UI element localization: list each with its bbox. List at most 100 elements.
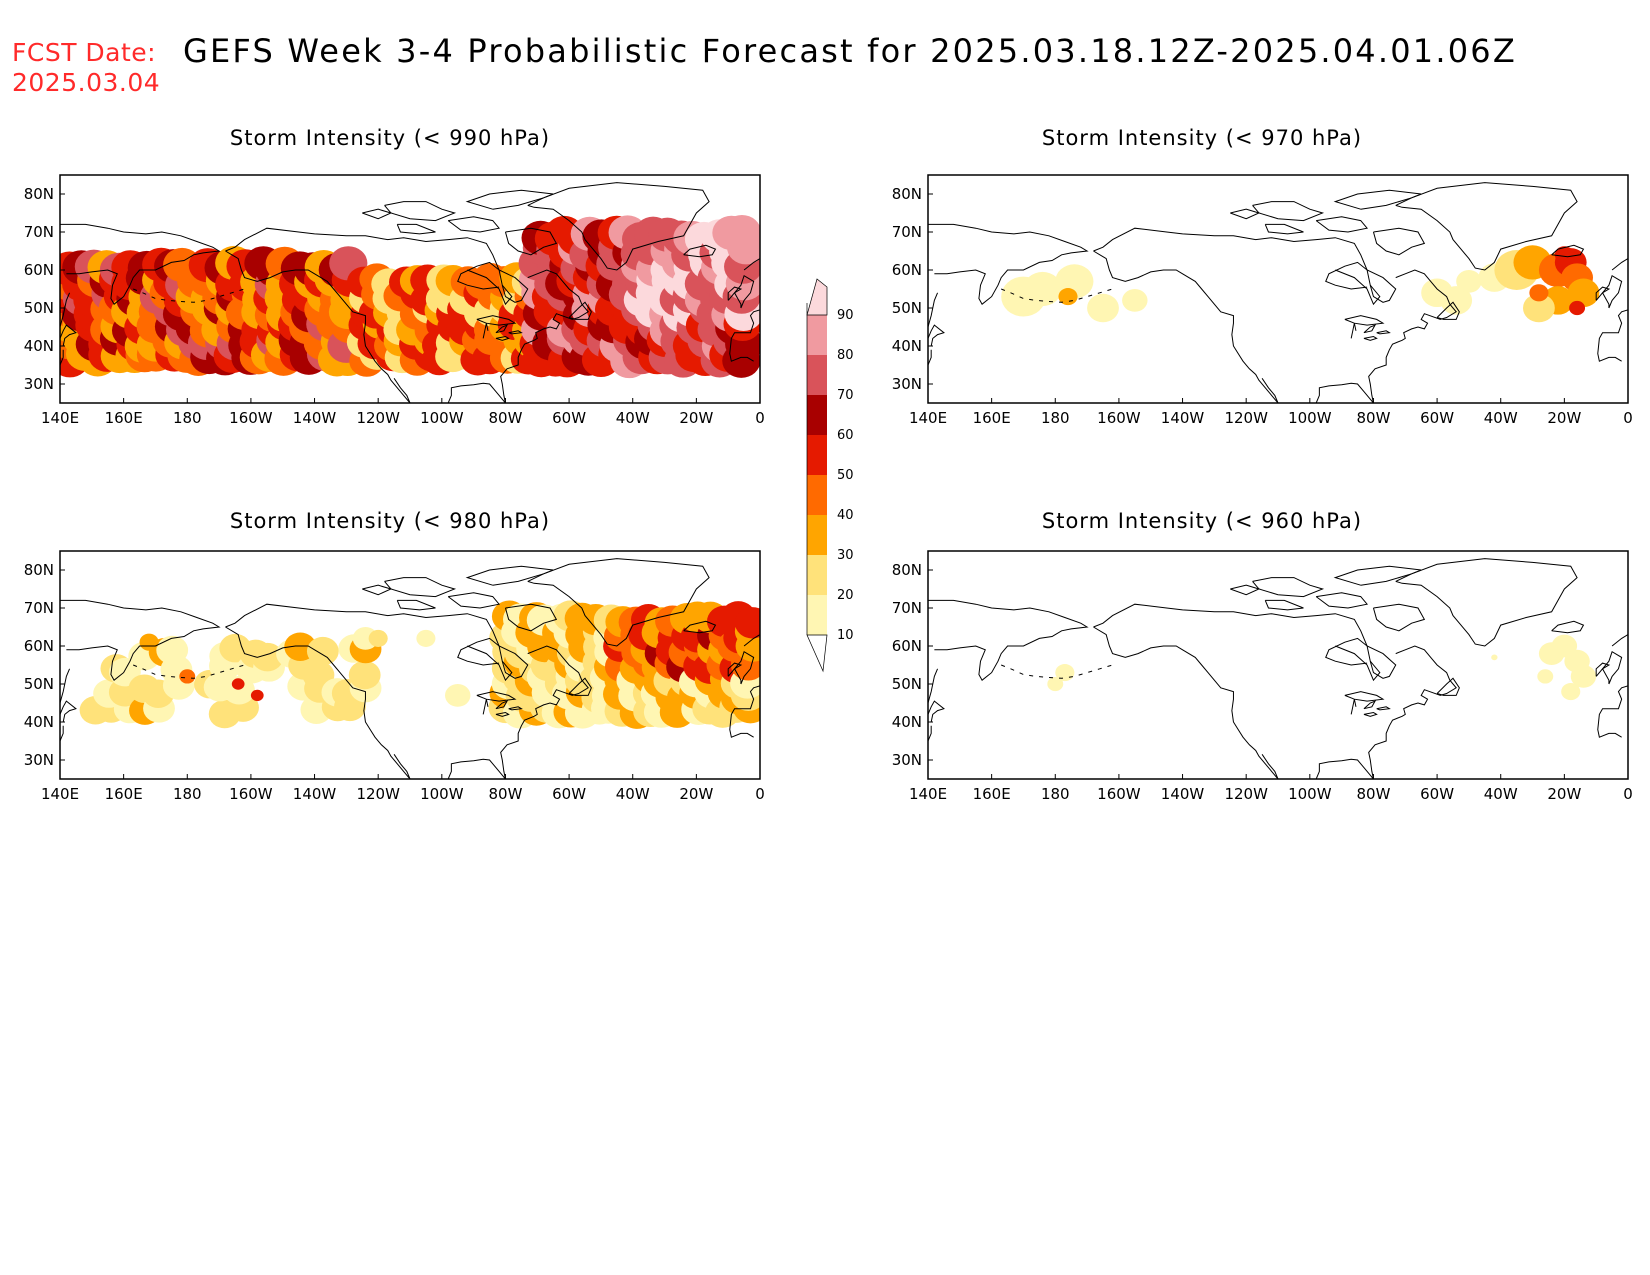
colorbar-segment	[807, 515, 827, 555]
probability-cell	[1529, 284, 1549, 302]
lon-tick-label: 20W	[1547, 409, 1581, 427]
coastline	[1363, 700, 1377, 710]
lon-tick-label: 160E	[105, 409, 143, 427]
coastline	[60, 223, 221, 305]
colorbar-label: 90	[837, 308, 854, 323]
coastline	[568, 677, 592, 696]
lon-tick-label: 140W	[1161, 409, 1205, 427]
probability-cell	[1440, 286, 1473, 315]
page-title: GEFS Week 3-4 Probabilistic Forecast for…	[183, 32, 1517, 70]
coastline	[482, 699, 489, 715]
lon-tick-label: 180	[173, 785, 202, 803]
lon-tick-label: 160W	[229, 785, 273, 803]
probability-cell	[1554, 246, 1574, 264]
lon-tick-label: 80W	[1356, 785, 1390, 803]
probability-cell	[1537, 669, 1554, 684]
coastline	[1363, 335, 1378, 341]
probability-field	[60, 214, 760, 379]
lon-tick-label: 20W	[679, 785, 713, 803]
lon-tick-label: 120W	[1224, 409, 1268, 427]
coastline	[1597, 309, 1628, 362]
coastline	[60, 725, 64, 742]
coastline	[1261, 754, 1279, 779]
probability-cell	[250, 689, 264, 702]
map-panel-p960: 140E 160E 180 160W 140W 120W 100W 80W 60W 40W 20W 0…	[892, 550, 1633, 803]
colorbar-segment	[807, 595, 827, 635]
lon-tick-label: 180	[173, 409, 202, 427]
lon-tick-label: 160W	[229, 409, 273, 427]
probability-cell	[306, 636, 339, 666]
coastline	[495, 700, 509, 710]
lon-tick-label: 40W	[1484, 785, 1518, 803]
coastline	[1333, 565, 1422, 586]
coastline	[447, 216, 501, 233]
map-frame	[59, 550, 761, 780]
coastline	[1363, 711, 1378, 717]
coastline	[1264, 599, 1304, 611]
fcst-date-value: 2025.03.04	[12, 68, 161, 97]
lat-tick-label: 60N	[24, 637, 54, 655]
coastline	[1350, 699, 1357, 715]
coastline	[447, 592, 501, 609]
coastline	[1344, 691, 1385, 702]
coastline	[1093, 250, 1279, 403]
lat-tick-label: 80N	[24, 561, 54, 579]
colorbar-segment	[807, 475, 827, 515]
coastline	[1333, 189, 1422, 210]
colorbar-segment	[807, 555, 827, 595]
coastline	[1368, 269, 1457, 403]
coastline	[384, 577, 457, 598]
lat-tick-label: 50N	[892, 675, 922, 693]
coastline	[60, 700, 77, 723]
coastline	[1344, 315, 1385, 326]
coastline	[1315, 758, 1374, 779]
lon-tick-label: 160E	[973, 785, 1011, 803]
lon-tick-label: 180	[1041, 785, 1070, 803]
colorbar-bottom-cap	[806, 634, 828, 673]
coastline	[928, 725, 932, 742]
colorbar-label: 80	[837, 348, 854, 363]
probability-field	[1047, 634, 1597, 701]
lon-tick-label: 160E	[973, 409, 1011, 427]
probability-cell	[348, 660, 381, 690]
coastline	[727, 286, 743, 301]
coastline	[447, 382, 506, 403]
coastlines	[928, 558, 1628, 779]
lat-tick-label: 60N	[24, 261, 54, 279]
lon-tick-label: 40W	[1484, 409, 1518, 427]
coastline	[225, 227, 513, 306]
probability-cell	[1561, 683, 1581, 701]
coastline	[495, 324, 509, 334]
lat-tick-label: 80N	[892, 561, 922, 579]
lon-tick-label: 80W	[488, 409, 522, 427]
colorbar-label: 20	[837, 588, 854, 603]
coastline	[1093, 227, 1381, 306]
lon-tick-label: 140E	[909, 409, 947, 427]
probability-cell	[1570, 665, 1597, 688]
probability-cell	[1122, 289, 1148, 312]
probability-cell	[1523, 293, 1555, 323]
coastline	[1611, 258, 1628, 271]
map-panel-p990: 140E 160E 180 160W 140W 120W 100W 80W 60W 40W 20W 0…	[24, 174, 765, 427]
probability-cell	[139, 633, 159, 651]
lat-tick-label: 30N	[892, 375, 922, 393]
coastline	[568, 301, 592, 320]
coastline	[743, 634, 760, 647]
coastline	[225, 626, 411, 779]
colorbar-label: 40	[837, 508, 854, 523]
lat-tick-label: 60N	[892, 637, 922, 655]
lat-tick-label: 30N	[24, 751, 54, 769]
lon-tick-label: 100W	[1288, 409, 1332, 427]
probability-cell	[1456, 270, 1482, 293]
lon-tick-label: 140E	[41, 409, 79, 427]
coastline	[1315, 592, 1369, 609]
lon-tick-label: 0	[755, 785, 765, 803]
lat-tick-label: 30N	[24, 375, 54, 393]
lat-tick-label: 40N	[892, 713, 922, 731]
lon-tick-label: 100W	[1288, 785, 1332, 803]
coastline	[1551, 620, 1585, 634]
probability-cell	[416, 629, 436, 647]
lon-tick-label: 140E	[41, 785, 79, 803]
coastline	[504, 603, 558, 632]
